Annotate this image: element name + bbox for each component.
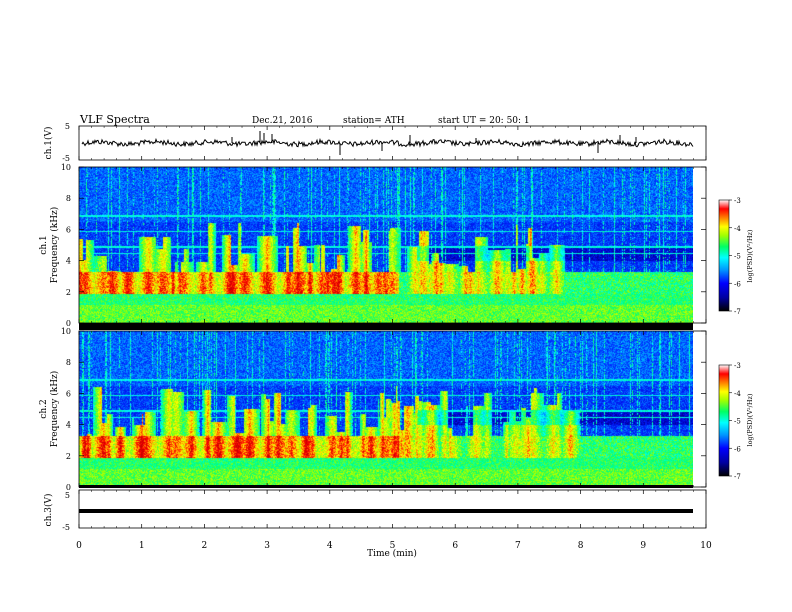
time-axis-tick-label: 3	[264, 541, 270, 551]
colorbar-tick-label: -7	[734, 473, 741, 481]
ch2-spectrogram-panel: ch.2 Frequency (kHz) 0 2 4 6 8 10	[39, 327, 707, 492]
time-axis-tick-label: 2	[202, 541, 208, 551]
ch3-waveform-trace	[79, 509, 693, 513]
ch1-colorbar-label: log(PSD)(V²/Hz)	[746, 229, 754, 282]
ch1-waveform-spikes	[231, 131, 637, 155]
time-axis-tick-label: 4	[327, 541, 333, 551]
time-axis-tick-label: 10	[700, 541, 712, 551]
ch2-colorbar-ticks: -3 -4 -5 -6 -7	[729, 362, 741, 481]
time-axis-tick-label: 5	[390, 541, 396, 551]
ch2-spectrogram-ylabel-channel: ch.2	[39, 399, 49, 418]
ch3-waveform-panel: ch.3(V) 5 -5	[43, 489, 707, 532]
start-time-label: start UT = 20: 50: 1	[438, 116, 530, 126]
ch1-waveform-trace	[81, 137, 694, 148]
ch1-waveform-ylabel: ch.1(V)	[43, 127, 54, 160]
freq-tick-label: 10	[61, 163, 71, 172]
colorbar-tick-label: -5	[734, 418, 741, 426]
time-axis-tick-label: 6	[452, 541, 458, 551]
ch1-waveform-ytick-5: 5	[65, 122, 70, 131]
colorbar-tick-label: -7	[734, 308, 741, 316]
colorbar-tick-label: -5	[734, 253, 741, 261]
ch2-colorbar-gradient	[718, 364, 730, 477]
freq-tick-label: 2	[66, 288, 71, 297]
ch1-spectrogram-bottom-band	[79, 323, 693, 330]
ch1-spectrogram-image	[79, 167, 693, 323]
ch2-spectrogram-yticks: 0 2 4 6 8 10	[61, 327, 706, 492]
ch3-waveform-ytick-neg5: -5	[62, 523, 70, 532]
freq-tick-label: 6	[66, 225, 71, 234]
time-axis-tick-label: 0	[76, 541, 82, 551]
ch1-waveform-panel: ch.1(V) 5 -5	[43, 122, 707, 163]
ch1-colorbar-ticks: -3 -4 -5 -6 -7	[729, 197, 741, 316]
ch1-colorbar-gradient	[718, 199, 730, 312]
freq-tick-label: 8	[66, 358, 71, 367]
colorbar-tick-label: -4	[734, 225, 741, 233]
colorbar-tick-label: -3	[734, 362, 741, 370]
time-axis: 0 1 2 3 4 5 6 7 8 9 10	[76, 126, 712, 551]
figure-title: VLF Spectra	[79, 113, 150, 126]
freq-tick-label: 4	[66, 257, 71, 266]
freq-tick-label: 2	[66, 452, 71, 461]
date-label: Dec.21, 2016	[252, 116, 313, 126]
station-label: station= ATH	[343, 116, 405, 126]
freq-tick-label: 8	[66, 194, 71, 203]
ch1-waveform-frame	[78, 125, 707, 161]
ch2-spectrogram-bottom-band	[79, 485, 693, 488]
ch3-waveform-ytick-5: 5	[65, 491, 70, 500]
ch1-waveform-ytick-neg5: -5	[62, 154, 70, 163]
time-axis-tick-label: 1	[139, 541, 145, 551]
colorbar-tick-label: -6	[734, 445, 741, 453]
freq-tick-label: 0	[66, 483, 71, 492]
ch1-spectrogram-panel: ch.1 Frequency (kHz) 0 2 4 6 8 10	[39, 163, 707, 330]
time-axis-tick-label: 9	[640, 541, 646, 551]
freq-tick-label: 6	[66, 389, 71, 398]
ch1-spectrogram-ylabel-freq: Frequency (kHz)	[49, 207, 60, 284]
freq-tick-label: 0	[66, 319, 71, 328]
ch2-colorbar: -3 -4 -5 -6 -7 log(PSD)(V²/Hz)	[718, 362, 754, 481]
ch2-spectrogram-image	[79, 331, 693, 487]
ch1-colorbar: -3 -4 -5 -6 -7 log(PSD)(V²/Hz)	[718, 197, 754, 316]
ch1-spectrogram-yticks: 0 2 4 6 8 10	[61, 163, 706, 328]
time-axis-tick-label: 8	[578, 541, 584, 551]
colorbar-tick-label: -3	[734, 197, 741, 205]
ch3-waveform-ylabel: ch.3(V)	[43, 494, 54, 527]
freq-tick-label: 10	[61, 327, 71, 336]
time-axis-tick-label: 7	[515, 541, 521, 551]
ch1-spectrogram-ylabel-channel: ch.1	[39, 235, 49, 254]
colorbar-tick-label: -4	[734, 390, 741, 398]
freq-tick-label: 4	[66, 421, 71, 430]
colorbar-tick-label: -6	[734, 280, 741, 288]
time-axis-label: Time (min)	[367, 548, 417, 559]
ch2-colorbar-label: log(PSD)(V²/Hz)	[746, 393, 754, 446]
ch2-spectrogram-ylabel-freq: Frequency (kHz)	[49, 371, 60, 448]
